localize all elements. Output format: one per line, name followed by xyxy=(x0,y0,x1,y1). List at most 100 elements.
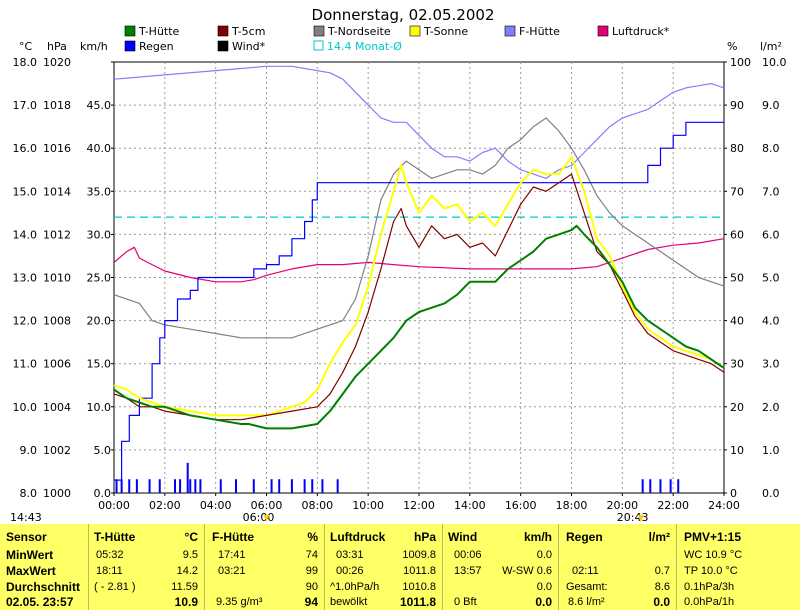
x-tick-label: 10:00 xyxy=(352,499,384,512)
legend-swatch-t_huette xyxy=(124,25,136,37)
legend-swatch-monat xyxy=(313,40,324,51)
grid xyxy=(114,62,724,493)
humidity-axis-unit: % xyxy=(727,40,737,53)
f-huette-min: 74 xyxy=(305,549,318,561)
time-marker-arrow xyxy=(637,515,644,522)
t-huette-max: 14.2 xyxy=(176,565,198,577)
pmv-header: PMV+1:15 xyxy=(684,530,742,544)
wind-max-time: 13:57 xyxy=(454,565,482,577)
legend-swatch-wind xyxy=(217,40,229,52)
regen-total-label: Gesamt: xyxy=(566,581,608,593)
f-huette-max-time: 03:21 xyxy=(218,565,246,577)
x-tick-label: 20:00 xyxy=(606,499,638,512)
stats-panel: Sensor MinWert MaxWert Durchschnitt 02.0… xyxy=(0,524,800,610)
legend-swatch-t_nordseite xyxy=(313,25,325,37)
wind_kmh-tick-label: 35.0 xyxy=(87,185,112,198)
regen-header: Regen xyxy=(566,530,603,544)
stats-col-regen: Regen l/m² 02:11 0.7 Gesamt: 8.6 8.6 l/m… xyxy=(558,524,677,610)
t-huette-min: 9.5 xyxy=(182,549,198,561)
luftdruck-unit: hPa xyxy=(413,530,436,544)
luftdruck-max-time: 00:26 xyxy=(336,565,364,577)
x-tick-label: 12:00 xyxy=(403,499,435,512)
legend-swatch-f_huette xyxy=(504,25,516,37)
legend-label-regen: Regen xyxy=(139,40,174,53)
humidity_pct-tick-label: 20 xyxy=(730,401,744,414)
legend-label-t_5cm: T-5cm xyxy=(231,25,265,38)
legend-swatch-t_sonne xyxy=(409,25,421,37)
regen-current-note: 8.6 l/m² xyxy=(568,596,605,608)
temp_c-tick-label: 10.0 xyxy=(13,401,38,414)
legend-label-t_nordseite: T-Nordseite xyxy=(327,25,391,38)
x-tick-label: 18:00 xyxy=(556,499,588,512)
wind_kmh-tick-label: 20.0 xyxy=(87,315,112,328)
x-tick-label: 04:00 xyxy=(200,499,232,512)
temp_c-tick-label: 18.0 xyxy=(13,56,38,69)
regen-current: 0.0 xyxy=(653,595,670,609)
rain-axis-unit: l/m² xyxy=(760,40,782,53)
pressure_hpa-tick-label: 1000 xyxy=(43,487,71,500)
rain_lm2-tick-label: 1.0 xyxy=(762,444,780,457)
time-marker-arrow xyxy=(263,515,270,522)
series-line-t_nordseite xyxy=(113,117,725,339)
humidity_pct-tick-label: 80 xyxy=(730,142,744,155)
humidity_pct-tick-label: 100 xyxy=(730,56,751,69)
x-tick-label: 24:00 xyxy=(708,499,740,512)
axis-unit-labels: °C hPa km/h % l/m² xyxy=(19,40,782,53)
pressure_hpa-tick-label: 1008 xyxy=(43,315,71,328)
rain_lm2-tick-label: 0.0 xyxy=(762,487,780,500)
wind-bft: 0 Bft xyxy=(454,596,477,608)
regen-max: 0.7 xyxy=(654,565,670,577)
wind-avg: 0.0 xyxy=(536,581,552,593)
humidity_pct-tick-label: 30 xyxy=(730,358,744,371)
legend-label-wind: Wind* xyxy=(232,40,266,53)
wind_kmh-tick-label: 5.0 xyxy=(94,444,112,457)
pmv-wind-chill: WC 10.9 °C xyxy=(684,549,743,561)
axis-ticks: 00:00 02:00 04:00 06:00 08:00 10:00 12:00 14:00… xyxy=(13,56,787,512)
legend-label-f_huette: F-Hütte xyxy=(519,25,560,38)
x-tick-label: 14:00 xyxy=(454,499,486,512)
stats-col-pmv: PMV+1:15 WC 10.9 °C TP 10.0 °C 0.1hPa/3h… xyxy=(676,524,800,610)
pressure-axis-unit: hPa xyxy=(47,40,67,53)
temp_c-tick-label: 13.0 xyxy=(13,272,38,285)
regen-unit: l/m² xyxy=(648,530,670,544)
f-huette-max: 99 xyxy=(305,565,318,577)
luftdruck-min: 1009.8 xyxy=(402,549,436,561)
series-line-t_huette xyxy=(113,224,725,430)
f-huette-header: F-Hütte xyxy=(212,530,254,544)
time-marker-label: 20:43 xyxy=(617,511,649,524)
stats-row-max-label: MaxWert xyxy=(6,564,56,578)
pressure_hpa-tick-label: 1014 xyxy=(43,185,71,198)
time-marker-label: 06:00 xyxy=(243,511,275,524)
series-line-f_huette xyxy=(113,65,725,179)
f-huette-avg: 90 xyxy=(305,581,318,593)
temp_c-tick-label: 11.0 xyxy=(13,358,38,371)
pressure_hpa-tick-label: 1010 xyxy=(43,272,71,285)
luftdruck-header: Luftdruck xyxy=(330,530,386,544)
series-line-luftdruck xyxy=(113,238,725,283)
pressure_hpa-tick-label: 1012 xyxy=(43,228,71,241)
t-huette-avg: 11.59 xyxy=(171,581,198,593)
humidity_pct-tick-label: 60 xyxy=(730,228,744,241)
x-tick-label: 06:00 xyxy=(251,499,283,512)
t-huette-unit: °C xyxy=(184,530,198,544)
stats-col-f-huette: F-Hütte % 17:41 74 03:21 99 90 9.35 g/m³… xyxy=(204,524,325,610)
temp_c-tick-label: 16.0 xyxy=(13,142,38,155)
weather-chart: Donnerstag, 02.05.2002 T-Hütte T-5cm T-Nor… xyxy=(10,6,787,524)
legend-label-t_huette: T-Hütte xyxy=(138,25,180,38)
legend-label-luftdruck: Luftdruck* xyxy=(612,25,670,38)
pressure_hpa-tick-label: 1002 xyxy=(43,444,71,457)
pressure_hpa-tick-label: 1004 xyxy=(43,401,71,414)
wind-unit: km/h xyxy=(523,530,552,544)
wind_kmh-tick-label: 40.0 xyxy=(87,142,112,155)
pmv-dew-point: TP 10.0 °C xyxy=(684,565,738,577)
wind-min-time: 00:06 xyxy=(454,549,482,561)
stats-row-avg-label: Durchschnitt xyxy=(6,580,81,594)
rain_lm2-tick-label: 2.0 xyxy=(762,401,780,414)
rain_lm2-tick-label: 3.0 xyxy=(762,358,780,371)
pressure_hpa-tick-label: 1006 xyxy=(43,358,71,371)
rain_lm2-tick-label: 7.0 xyxy=(762,185,780,198)
x-tick-label: 16:00 xyxy=(505,499,537,512)
f-huette-current: 94 xyxy=(304,595,318,609)
wind_kmh-tick-label: 25.0 xyxy=(87,272,112,285)
f-huette-unit: % xyxy=(307,530,318,544)
